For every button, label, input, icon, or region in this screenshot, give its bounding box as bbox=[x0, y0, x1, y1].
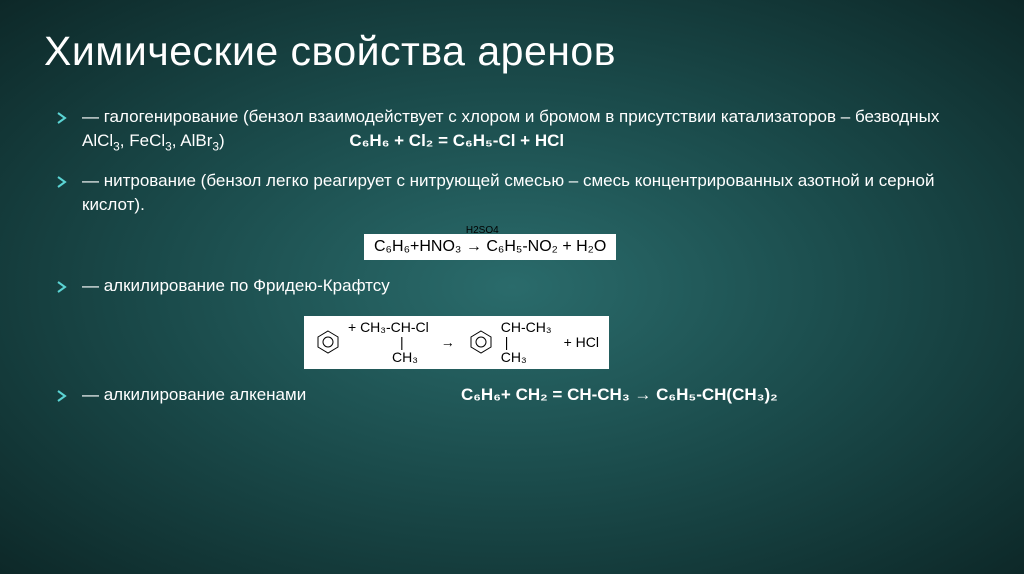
bullet-nitration: — нитрование (бензол легко реагирует с н… bbox=[44, 169, 980, 217]
eq-product: CH-CH₃ bbox=[501, 319, 552, 335]
eq-lhs: C₆H₆+HNO₃ bbox=[374, 238, 461, 255]
bullet-halogenation: — галогенирование (бензол взаимодействуе… bbox=[44, 105, 980, 155]
eq-reagent: + CH₃-CH-Cl bbox=[348, 319, 429, 335]
bullet-arrow-icon bbox=[56, 280, 68, 298]
benzene-ring-icon bbox=[467, 328, 495, 356]
bullet-friedel: — алкилирование по Фридею-Крафтсу bbox=[44, 274, 980, 298]
subscript: 3 bbox=[113, 139, 120, 153]
eq-catalyst: H2SO4 bbox=[466, 225, 482, 236]
slide-title: Химические свойства аренов bbox=[44, 28, 980, 75]
bullet-arrow-icon bbox=[56, 175, 68, 193]
eq-bond: | bbox=[501, 334, 509, 350]
arrow-symbol: → bbox=[435, 334, 461, 350]
eq-substituent: CH₃ bbox=[348, 349, 418, 365]
bullet-text: — нитрование (бензол легко реагирует с н… bbox=[82, 169, 980, 217]
bullet-text: — галогенирование (бензол взаимодействуе… bbox=[82, 105, 980, 155]
text-part: , AlBr bbox=[172, 131, 213, 150]
equation-alkenes: C₆H₆+ CH₂ = CH-CH₃ → C₆H₅-CH(CH₃)₂ bbox=[461, 385, 778, 404]
bullet-arrow-icon bbox=[56, 111, 68, 129]
text-part: — алкилирование алкенами bbox=[82, 385, 306, 404]
eq-bond: | bbox=[348, 334, 404, 350]
eq-arrow: H2SO4 → bbox=[466, 238, 482, 256]
bullet-text: — алкилирование по Фридею-Крафтсу bbox=[82, 274, 390, 298]
bullet-text: — алкилирование алкенами C₆H₆+ CH₂ = CH-… bbox=[82, 383, 778, 407]
equation-nitration-box: C₆H₆+HNO₃ H2SO4 → C₆H₅-NO₂ + H₂O bbox=[364, 234, 616, 260]
subscript: 3 bbox=[165, 139, 172, 153]
eq-rhs: C₆H₅-NO₂ + H₂O bbox=[486, 238, 606, 255]
bullet-alkenes: — алкилирование алкенами C₆H₆+ CH₂ = CH-… bbox=[44, 383, 980, 407]
text-part: , FeCl bbox=[120, 131, 165, 150]
equation-halogenation: C₆H₆ + Cl₂ = C₆H₅-Cl + HCl bbox=[349, 131, 564, 150]
arrow-symbol: → bbox=[466, 238, 482, 255]
text-part: ) bbox=[219, 131, 225, 150]
eq-substituent: CH₃ bbox=[501, 349, 527, 365]
benzene-ring-icon bbox=[314, 328, 342, 356]
equation-friedel-box: + CH₃-CH-Cl | CH₃ → CH-CH₃ | CH₃ + HCl bbox=[304, 316, 609, 368]
bullet-arrow-icon bbox=[56, 389, 68, 407]
eq-hcl: + HCl bbox=[558, 334, 599, 350]
